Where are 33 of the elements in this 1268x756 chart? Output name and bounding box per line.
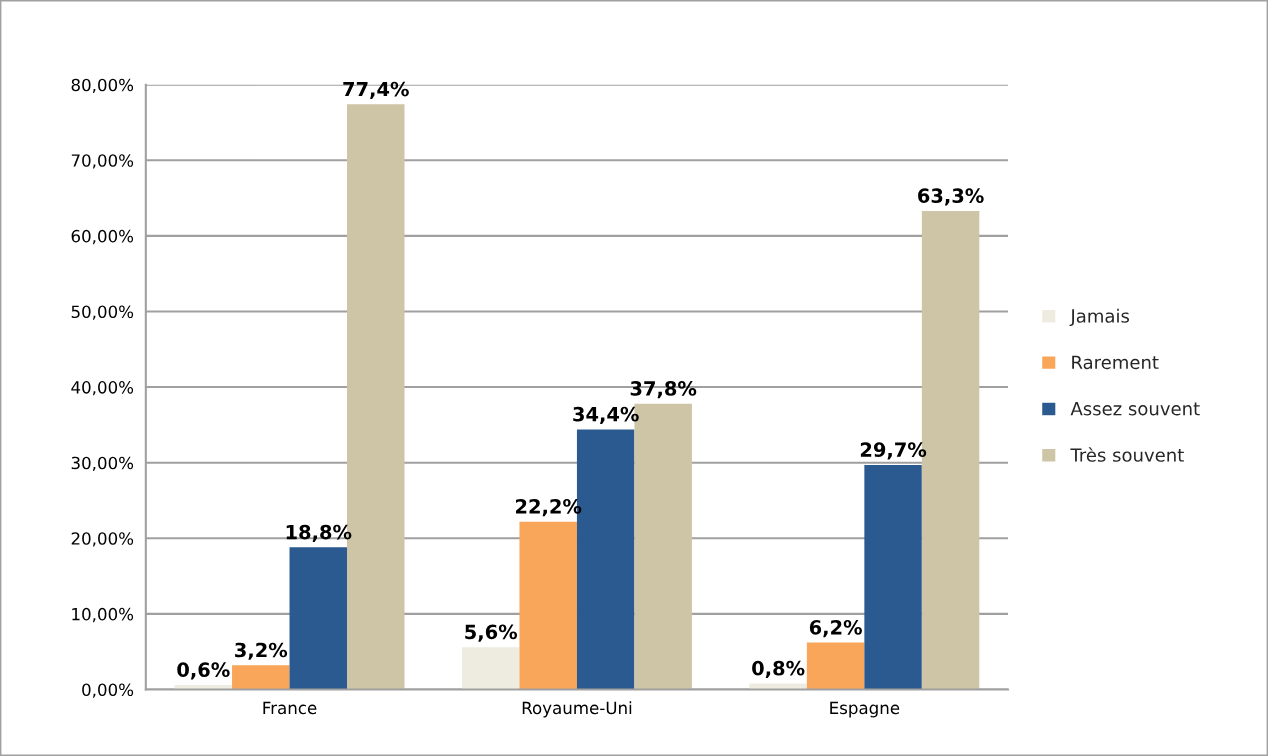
legend-label: Jamais <box>1069 308 1130 327</box>
data-label: 0,8% <box>752 660 805 678</box>
y-tick-label: 60,00% <box>71 229 134 245</box>
x-tick-label: Royaume-Uni <box>522 701 632 718</box>
y-tick-label: 30,00% <box>71 456 134 471</box>
data-label: 0,6% <box>177 662 230 680</box>
legend-label: Rarement <box>1072 355 1159 370</box>
bar <box>461 647 520 690</box>
data-label: 5,6% <box>465 624 518 642</box>
bar <box>806 642 865 690</box>
y-tick-label: 80,00% <box>71 78 134 93</box>
data-label: 29,7% <box>860 442 927 460</box>
bar <box>289 547 348 690</box>
y-tick-label: 70,00% <box>71 154 134 169</box>
y-tick-label: 20,00% <box>71 532 134 547</box>
data-label: 37,8% <box>630 381 697 399</box>
x-tick-label: Espagne <box>830 701 900 718</box>
y-tick-label: 50,00% <box>71 305 134 320</box>
data-label: 3,2% <box>235 642 288 660</box>
bar <box>864 464 922 690</box>
legend-label: Assez souvent <box>1070 402 1200 416</box>
y-tick-label: 40,00% <box>71 381 134 396</box>
bar <box>232 665 290 690</box>
x-tick-label: France <box>263 701 317 715</box>
data-label: 63,3% <box>918 188 984 206</box>
legend-label: Très souvent <box>1070 447 1184 462</box>
y-tick-label: 10,00% <box>72 607 134 623</box>
data-label: 34,4% <box>573 406 639 424</box>
data-label: 18,8% <box>286 524 352 542</box>
y-tick-label: 0,00% <box>82 683 134 698</box>
bar <box>519 521 577 690</box>
data-label: 77,4% <box>343 81 409 99</box>
data-label: 6,2% <box>809 619 862 638</box>
